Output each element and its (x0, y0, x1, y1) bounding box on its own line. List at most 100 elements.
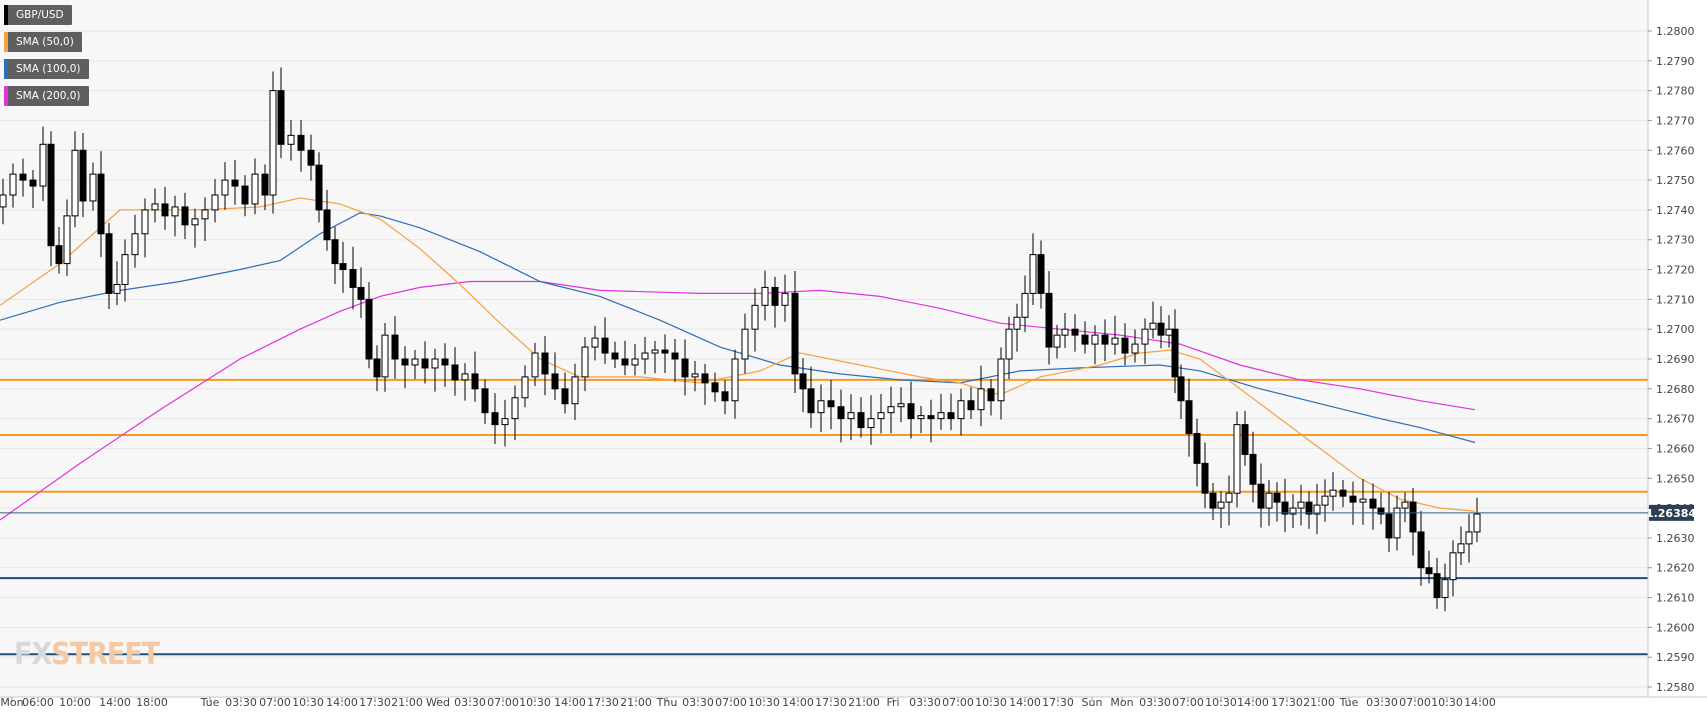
candle-body-down (927, 415, 935, 420)
candle-body-down (541, 352, 549, 375)
candle-body-down (621, 358, 629, 366)
candle-body-down (231, 179, 239, 187)
candle (1005, 316, 1013, 379)
candle-body-up (501, 418, 509, 426)
candle-body-up (121, 254, 129, 285)
candle (323, 189, 331, 251)
candle-body-up (977, 388, 985, 411)
candle-body-down (1081, 334, 1089, 345)
moving-averages (0, 197, 1476, 521)
candle-body-down (261, 173, 269, 196)
candle-body-up (1289, 507, 1297, 515)
legend-item-sma200[interactable]: SMA (200,0) (4, 86, 89, 106)
candle (431, 348, 439, 392)
legend-swatch-sma50 (4, 32, 8, 52)
candle-body-up (1029, 254, 1037, 294)
candle (1349, 481, 1357, 525)
x-tick-label: 21:00 (1303, 696, 1335, 709)
candle-body-up (221, 179, 229, 196)
candle (817, 384, 825, 433)
candle (1457, 526, 1465, 565)
candle-body-down (1101, 334, 1109, 345)
candle (297, 119, 305, 172)
candle (131, 214, 139, 268)
candle-body-down (105, 233, 113, 294)
legend-item-sma50[interactable]: SMA (50,0) (4, 32, 82, 52)
candle (1441, 563, 1449, 612)
x-tick-label: 21:00 (620, 696, 652, 709)
legend-label-sma100: SMA (100,0) (16, 63, 81, 75)
candle (1061, 313, 1069, 348)
legend-label-sma50: SMA (50,0) (16, 36, 74, 48)
candle-body-down (1377, 507, 1385, 515)
x-tick-label: 14:00 (326, 696, 358, 709)
candle-body-up (9, 173, 17, 196)
y-tick-label: 1.2780 (1656, 85, 1695, 98)
candle (71, 131, 79, 228)
candle (171, 195, 179, 237)
candle-body-up (997, 358, 1005, 402)
candle (1141, 318, 1149, 364)
candle-body-up (511, 397, 519, 420)
candle-body-up (141, 209, 149, 235)
candle (771, 276, 779, 328)
candle (113, 261, 121, 306)
candle (251, 158, 259, 215)
candle (1393, 495, 1401, 551)
candle-body-down (181, 206, 189, 226)
candle (1201, 442, 1209, 509)
candle-body-up (113, 283, 121, 294)
candle (491, 393, 499, 444)
candle-body-up (1091, 334, 1099, 345)
candle-body-down (1257, 483, 1265, 509)
candle (1233, 411, 1241, 508)
candle-body-down (807, 388, 815, 414)
candle-body-up (411, 358, 419, 366)
candle (1157, 306, 1165, 349)
candle (1225, 475, 1233, 526)
legend-item-sma100[interactable]: SMA (100,0) (4, 59, 89, 79)
candle-body-up (591, 337, 599, 348)
legend-label-gbpusd: GBP/USD (16, 9, 64, 21)
candle (927, 399, 935, 443)
candle-body-down (357, 286, 365, 300)
y-tick-label: 1.2710 (1656, 293, 1695, 306)
candle (461, 363, 469, 401)
sma-200-line (0, 280, 1476, 521)
x-tick-label: Mon (0, 696, 23, 709)
candle-body-down (55, 245, 63, 265)
x-tick-label: 07:00 (259, 696, 291, 709)
legend-item-gbpusd[interactable]: GBP/USD (4, 5, 72, 25)
y-tick-label: 1.2700 (1656, 323, 1695, 336)
candle (261, 164, 269, 211)
candle-body-up (1061, 328, 1069, 336)
logo-suffix: STREET (51, 637, 160, 672)
x-tick-label: 07:00 (942, 696, 974, 709)
candle-body-down (1409, 501, 1417, 533)
candle-body-up (741, 328, 749, 360)
candle-body-down (791, 292, 799, 375)
candle-body-down (1209, 492, 1217, 509)
candle-body-down (1417, 531, 1425, 569)
x-tick-label: Wed (426, 696, 450, 709)
x-tick-label: 17:30 (815, 696, 847, 709)
horizontal-levels (0, 378, 1648, 656)
candle (1209, 482, 1217, 521)
candle (1149, 301, 1157, 339)
candle-body-down (721, 391, 729, 402)
candle-body-down (1157, 322, 1165, 336)
candle (1249, 431, 1257, 503)
y-tick-label: 1.2670 (1656, 413, 1695, 426)
candle-body-down (391, 334, 399, 360)
candle (1465, 514, 1473, 563)
candle-body-up (781, 292, 789, 306)
x-tick-label: 17:30 (1042, 696, 1074, 709)
y-tick-label: 1.2750 (1656, 174, 1695, 187)
y-tick-label: 1.2630 (1656, 532, 1695, 545)
candle-body-down (1425, 567, 1433, 575)
logo-prefix: FX (14, 637, 52, 672)
candle-body-down (349, 269, 357, 288)
candle (631, 344, 639, 376)
candle (151, 188, 159, 223)
candle (1265, 480, 1273, 526)
